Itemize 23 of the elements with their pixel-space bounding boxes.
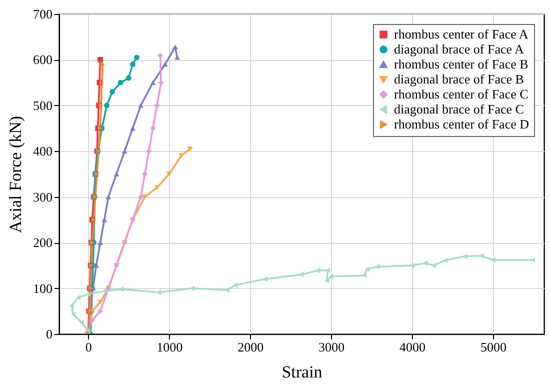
y-tick-label: 300 [33, 189, 52, 204]
x-tick-label: 0 [85, 340, 92, 354]
legend-label: diagonal brace of Face C [394, 102, 524, 116]
y-axis-title: Axial Force (kN) [6, 116, 25, 234]
legend-label: rhombus center of Face C [394, 86, 528, 102]
legend-label: rhombus center of Face A [394, 26, 529, 42]
x-tick-label: 1000 [156, 340, 183, 354]
y-tick-label: 500 [33, 98, 52, 113]
x-tick-label: 4000 [400, 340, 426, 354]
y-tick-label: 200 [33, 235, 52, 250]
legend-label: diagonal brace of Face A [394, 42, 525, 56]
legend-label: rhombus center of Face B [394, 56, 529, 72]
y-tick-label: 700 [33, 6, 52, 22]
x-tick-label: 2000 [238, 340, 264, 354]
x-tick-label: 3000 [318, 340, 345, 354]
y-tick-label: 600 [33, 52, 52, 68]
legend-label: diagonal brace of Face B [394, 72, 524, 86]
y-tick-label: 100 [33, 280, 52, 296]
y-tick-label: 400 [33, 144, 52, 159]
x-axis-title: Strain [282, 362, 323, 382]
legend-label: rhombus center of Face D [394, 116, 530, 132]
x-tick-label: 5000 [480, 340, 506, 354]
y-tick-label: 0 [46, 326, 52, 342]
